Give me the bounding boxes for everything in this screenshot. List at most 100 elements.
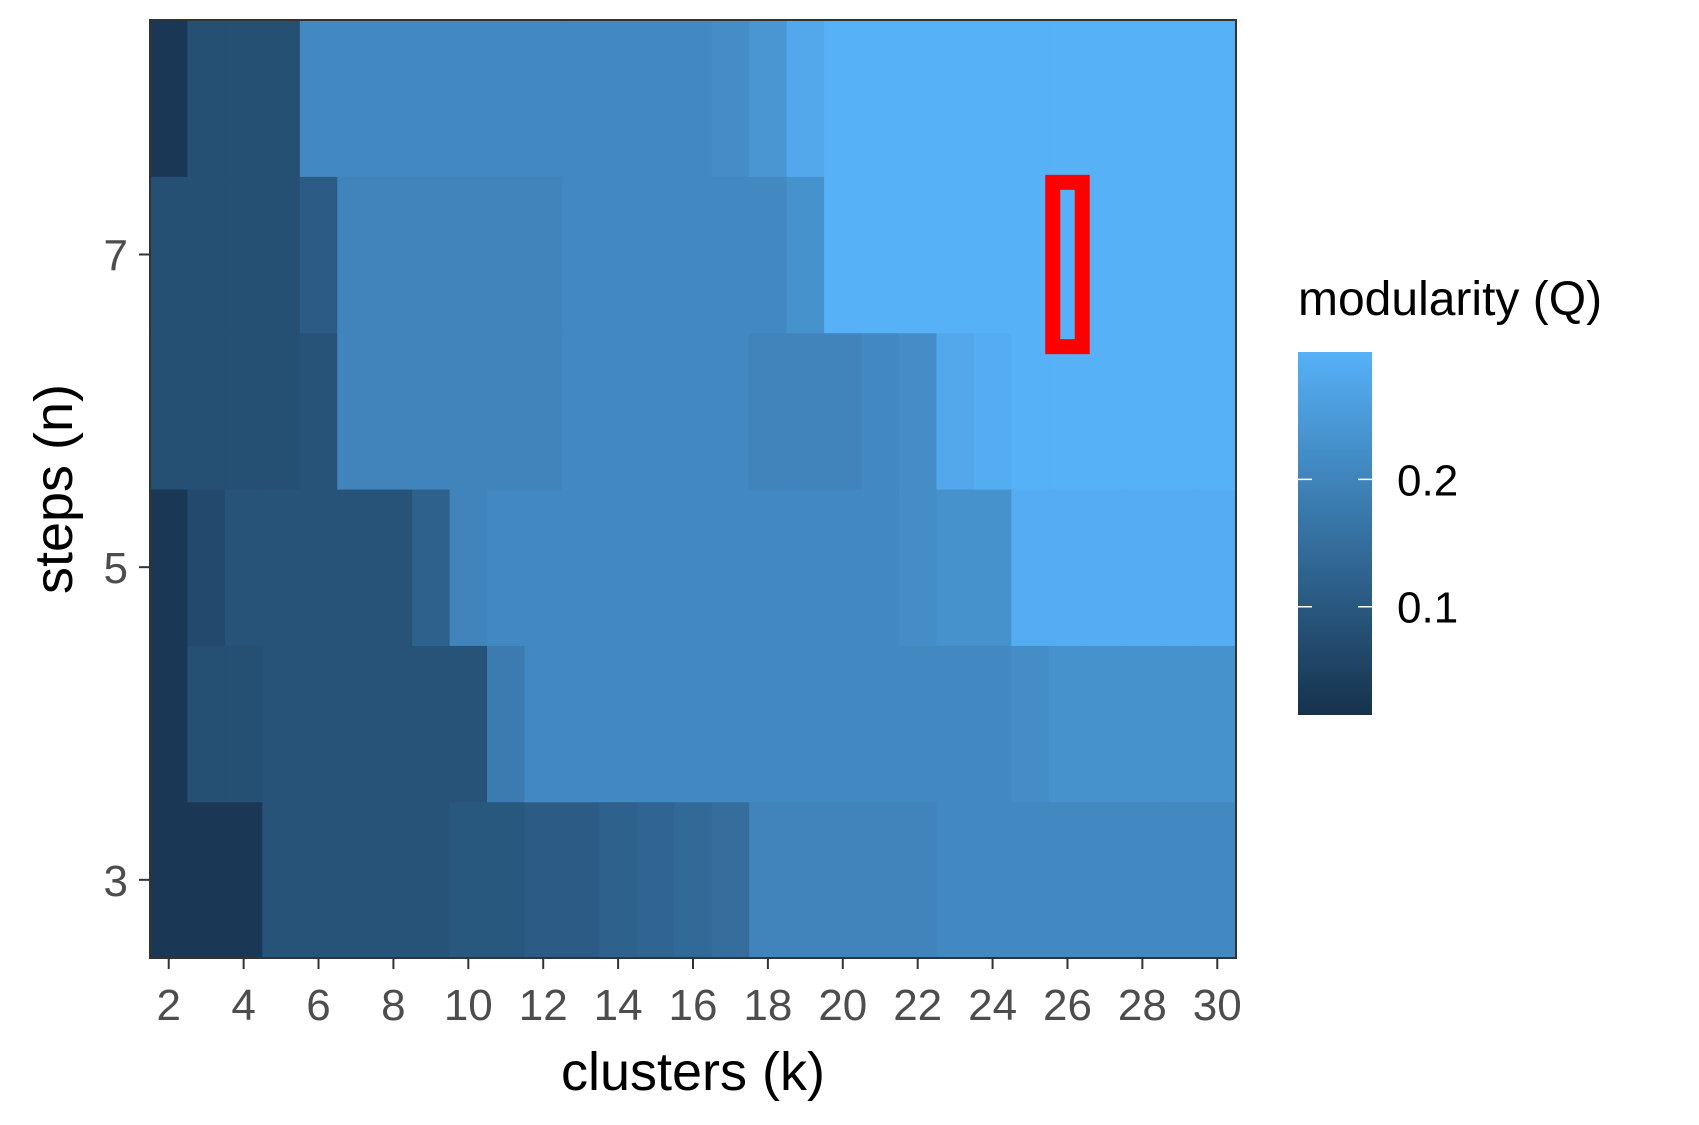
- heatmap-cell: [824, 332, 863, 490]
- heatmap-cell: [224, 645, 263, 803]
- heatmap-cell: [786, 801, 825, 959]
- heatmap-cell: [224, 332, 263, 490]
- heatmap-cell: [487, 20, 526, 177]
- heatmap-cell: [1123, 332, 1162, 490]
- heatmap-cell: [337, 332, 376, 490]
- heatmap-cell: [524, 20, 563, 177]
- heatmap-cell: [674, 801, 713, 959]
- heatmap-cell: [262, 176, 301, 334]
- heatmap-cell: [786, 489, 825, 646]
- heatmap-cell: [936, 176, 975, 334]
- heatmap-tiles: [150, 20, 1237, 959]
- x-axis-title: clusters (k): [561, 1042, 825, 1102]
- heatmap-cell: [973, 801, 1012, 959]
- heatmap-cell: [1123, 801, 1162, 959]
- heatmap-cell: [749, 489, 788, 646]
- heatmap-cell: [1048, 801, 1087, 959]
- heatmap-cell: [674, 645, 713, 803]
- heatmap-cell: [636, 332, 675, 490]
- heatmap-cell: [150, 645, 189, 803]
- heatmap-cell: [1011, 645, 1050, 803]
- heatmap-cell: [524, 176, 563, 334]
- heatmap-cell: [374, 645, 413, 803]
- heatmap-cell: [636, 645, 675, 803]
- heatmap-cell: [861, 489, 900, 646]
- heatmap-cell: [1048, 20, 1087, 177]
- heatmap-cell: [187, 332, 226, 490]
- heatmap-cell: [711, 645, 750, 803]
- x-tick-label: 6: [306, 981, 330, 1030]
- heatmap-cell: [749, 176, 788, 334]
- heatmap-cell: [561, 176, 600, 334]
- heatmap-cell: [337, 176, 376, 334]
- heatmap-cell: [412, 645, 451, 803]
- heatmap-cell: [187, 645, 226, 803]
- heatmap-cell: [299, 20, 338, 177]
- heatmap-cell: [1086, 645, 1125, 803]
- heatmap-cell: [861, 20, 900, 177]
- heatmap-cell: [786, 332, 825, 490]
- x-tick-label: 20: [818, 981, 867, 1030]
- heatmap-cell: [187, 176, 226, 334]
- heatmap-cell: [711, 332, 750, 490]
- heatmap-cell: [1086, 801, 1125, 959]
- heatmap-cell: [1011, 176, 1050, 334]
- heatmap-cell: [749, 20, 788, 177]
- x-axis: 2 4 6 8 10 12 14 16 18 20 22 24 26 28 30: [156, 958, 1242, 1030]
- x-tick-label: 18: [743, 981, 792, 1030]
- legend: modularity (Q) 0.1 0.2: [1298, 273, 1602, 715]
- heatmap-cell: [150, 801, 189, 959]
- heatmap-cell: [898, 176, 938, 334]
- x-tick-label: 16: [669, 981, 718, 1030]
- heatmap-cell: [599, 645, 638, 803]
- heatmap-cell: [262, 489, 301, 646]
- heatmap-cell: [1086, 176, 1125, 334]
- heatmap-cell: [337, 20, 376, 177]
- heatmap-cell: [711, 489, 750, 646]
- heatmap-cell: [374, 332, 413, 490]
- heatmap-cell: [824, 176, 863, 334]
- heatmap-cell: [973, 645, 1012, 803]
- heatmap-cell: [1198, 176, 1237, 334]
- heatmap-cell: [1048, 489, 1087, 646]
- heatmap-cell: [1123, 489, 1162, 646]
- heatmap-cell: [1198, 20, 1237, 177]
- heatmap-cell: [337, 489, 376, 646]
- heatmap-cell: [1048, 645, 1087, 803]
- highlight-layer: [1045, 174, 1090, 355]
- heatmap-cell: [487, 332, 526, 490]
- heatmap-cell: [150, 176, 189, 334]
- heatmap-cell: [973, 176, 1012, 334]
- heatmap-cell: [1123, 176, 1162, 334]
- x-tick-label: 12: [519, 981, 568, 1030]
- heatmap-cell: [1123, 20, 1162, 177]
- heatmap-cell: [412, 332, 451, 490]
- legend-colorbar: [1298, 352, 1372, 715]
- heatmap-cell: [561, 489, 600, 646]
- heatmap-cell: [374, 489, 413, 646]
- x-tick-label: 24: [968, 981, 1017, 1030]
- heatmap-cell: [1011, 20, 1050, 177]
- heatmap-cell: [711, 801, 750, 959]
- heatmap-cell: [299, 176, 338, 334]
- heatmap-cell: [487, 645, 526, 803]
- heatmap-cell: [561, 332, 600, 490]
- heatmap-cell: [599, 801, 638, 959]
- heatmap-cell: [449, 176, 488, 334]
- y-tick-label: 7: [104, 232, 128, 281]
- heatmap-cell: [299, 489, 338, 646]
- heatmap-cell: [187, 489, 226, 646]
- heatmap-cell: [1011, 489, 1050, 646]
- heatmap-cell: [449, 332, 488, 490]
- heatmap-cell: [1086, 332, 1125, 490]
- heatmap-cell: [936, 489, 975, 646]
- heatmap-cell: [449, 489, 488, 646]
- heatmap-cell: [524, 645, 563, 803]
- heatmap-cell: [674, 20, 713, 177]
- heatmap-cell: [1011, 332, 1050, 490]
- heatmap-cell: [1161, 332, 1200, 490]
- heatmap-cell: [711, 176, 750, 334]
- x-tick-label: 28: [1118, 981, 1167, 1030]
- heatmap-cell: [1161, 645, 1200, 803]
- heatmap-cell: [337, 801, 376, 959]
